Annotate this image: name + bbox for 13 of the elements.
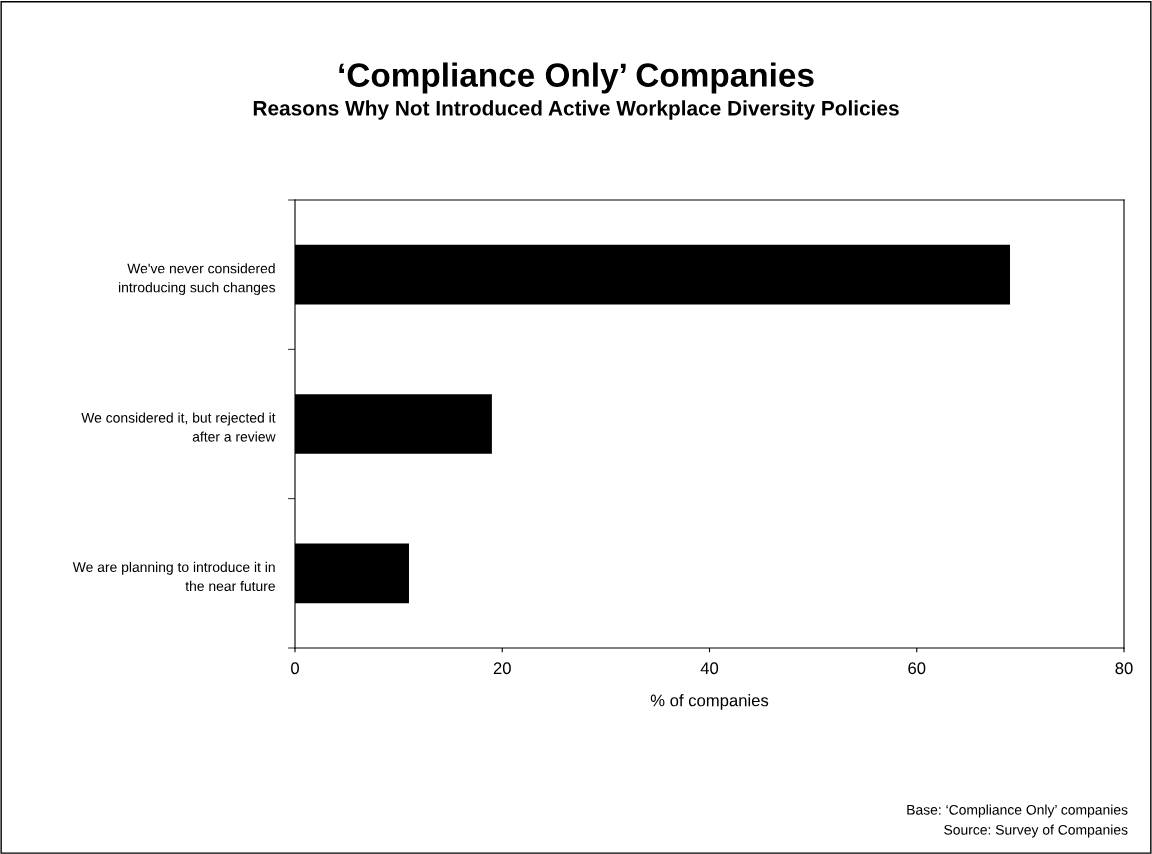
- chart-title: ‘Compliance Only’ Companies: [339, 62, 814, 94]
- x-axis-title: % of companies: [650, 694, 769, 710]
- y-tick-label: We've never considered introducing such changes: [118, 263, 276, 296]
- x-tick-label: 20: [493, 662, 511, 675]
- x-tick-label: 80: [1115, 662, 1133, 675]
- source-note: Source: Survey of Companies: [944, 824, 1128, 838]
- x-tick-label: 60: [908, 662, 926, 675]
- text: Base: ‘Compliance Only’ companies: [907, 804, 1128, 818]
- chart-subtitle: Reasons Why Not Introduced Active Workplace Diversity Policies: [253, 100, 899, 120]
- x-tick-label: 0: [291, 662, 299, 675]
- y-tick-label: We are planning to introduce it in the near future: [72, 561, 275, 592]
- y-tick-label: We considered it, but rejected it after a review: [81, 412, 276, 442]
- x-tick-label: 40: [700, 662, 719, 675]
